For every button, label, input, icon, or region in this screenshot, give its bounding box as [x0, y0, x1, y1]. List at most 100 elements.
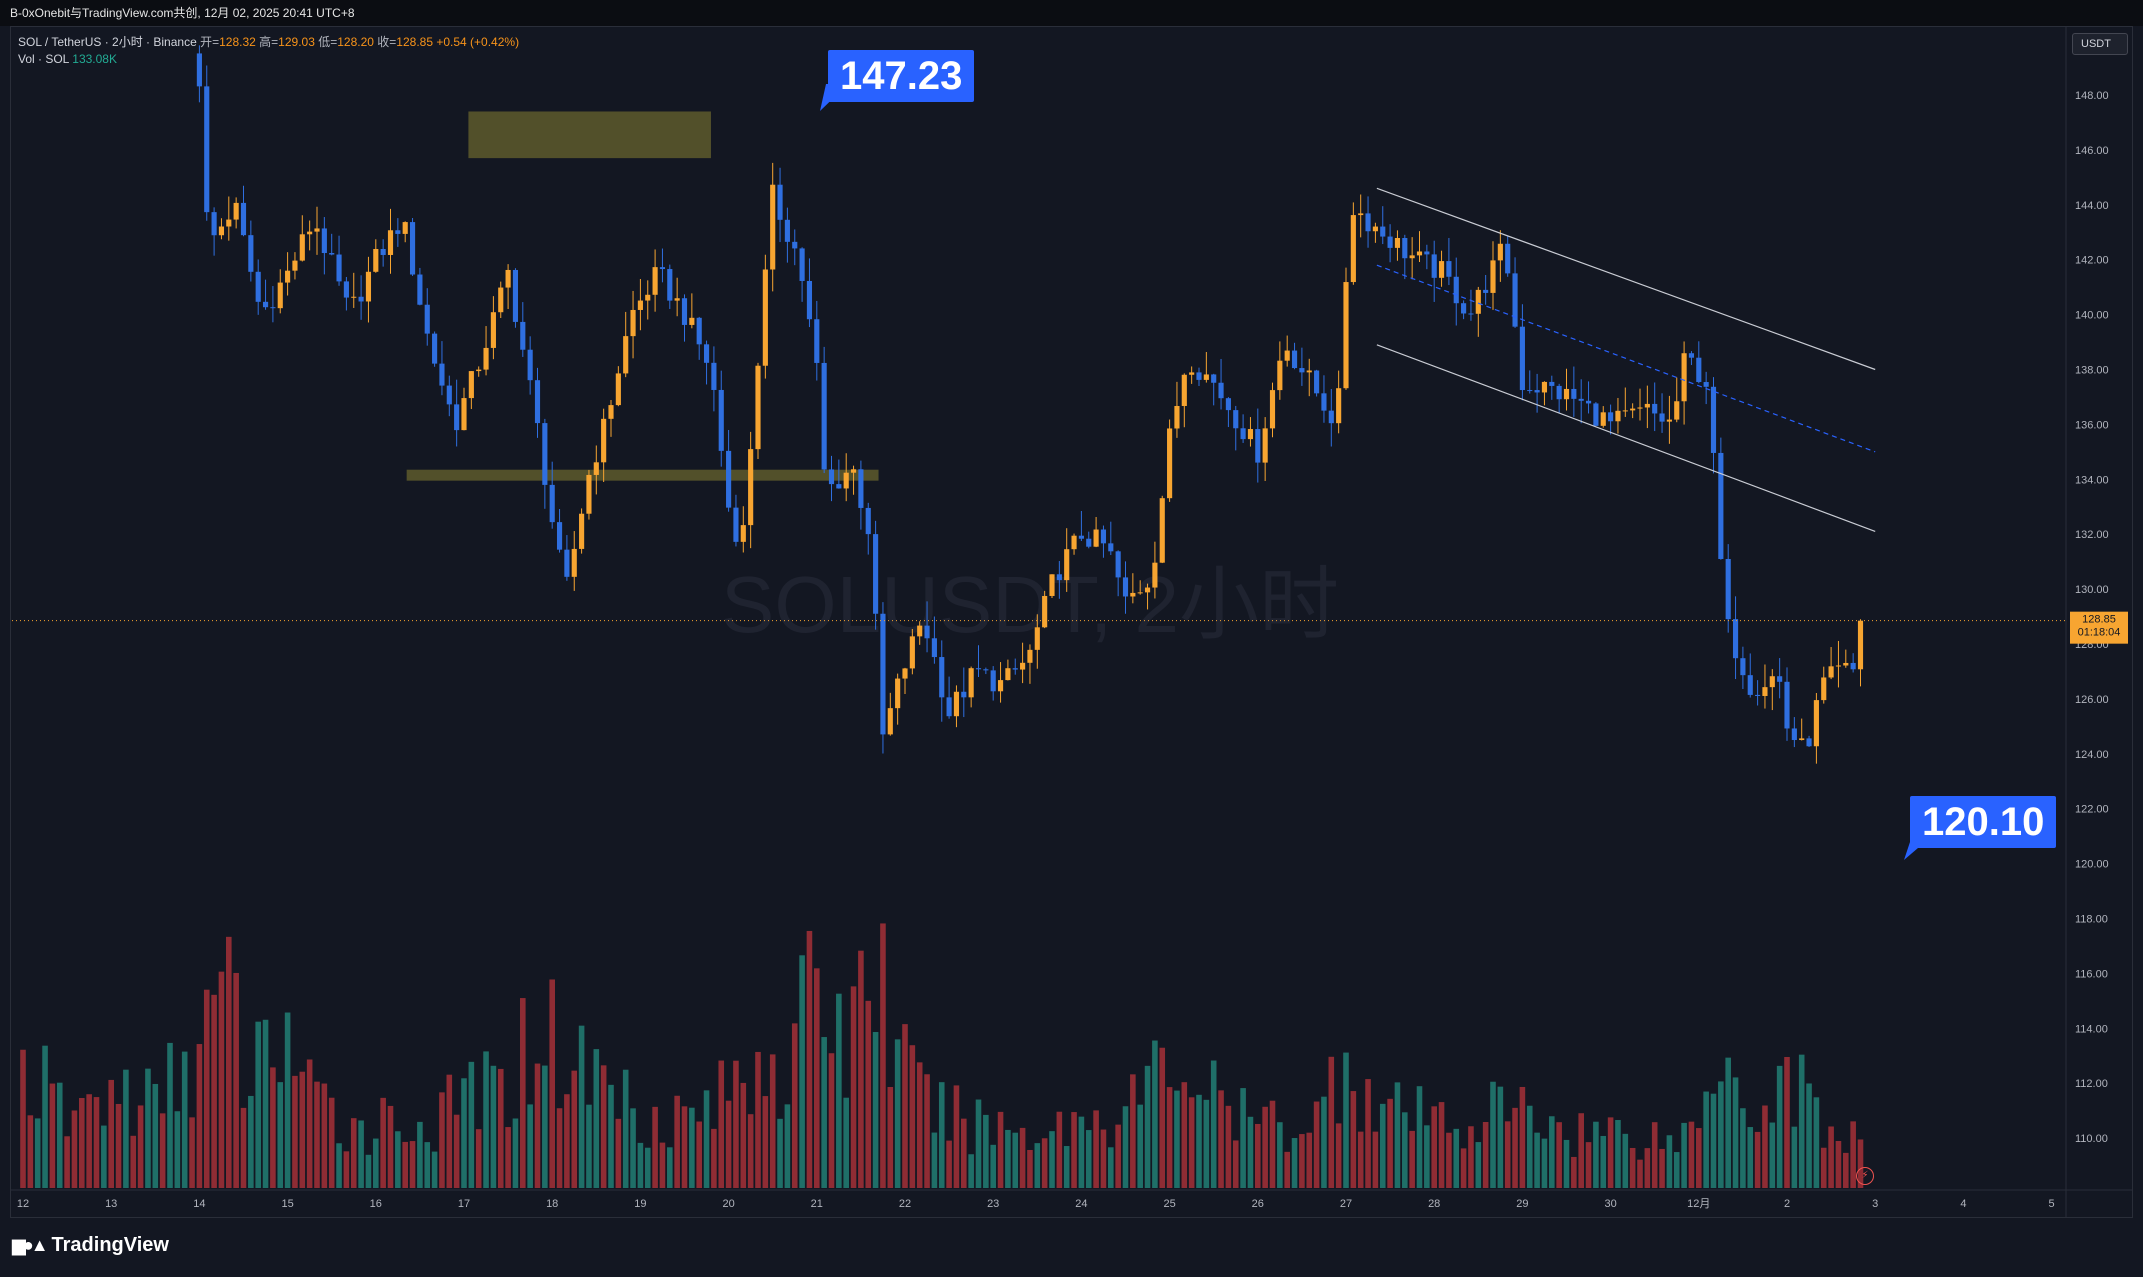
candle[interactable] [1850, 653, 1856, 673]
candle[interactable] [1328, 388, 1334, 447]
candle[interactable] [255, 259, 261, 315]
candle[interactable] [387, 208, 394, 274]
candle[interactable] [1556, 383, 1562, 414]
candle[interactable] [365, 256, 372, 323]
candle[interactable] [240, 185, 247, 237]
candle[interactable] [1336, 370, 1342, 434]
candle[interactable] [1203, 352, 1209, 383]
candle[interactable] [1835, 640, 1842, 688]
candle[interactable] [1438, 250, 1445, 287]
candle[interactable] [1108, 521, 1114, 556]
candle[interactable] [1299, 347, 1305, 386]
candle[interactable] [1034, 614, 1040, 669]
candle[interactable] [814, 300, 820, 381]
candle[interactable] [659, 248, 666, 283]
candle[interactable] [1534, 373, 1540, 413]
candle[interactable] [1189, 366, 1195, 384]
candle[interactable] [762, 254, 768, 379]
candle[interactable] [542, 418, 548, 509]
candle[interactable] [1740, 646, 1746, 690]
candle[interactable] [520, 302, 526, 357]
candle[interactable] [689, 293, 695, 329]
lightning-icon[interactable]: ⚡ [1856, 1167, 1874, 1185]
candle[interactable] [1402, 234, 1408, 280]
candle[interactable] [770, 162, 776, 292]
candle[interactable] [630, 290, 636, 359]
candle[interactable] [637, 279, 643, 331]
candle[interactable] [1218, 358, 1224, 410]
candle[interactable] [1122, 561, 1129, 614]
channel-line-0[interactable] [1376, 187, 1876, 371]
candle[interactable] [468, 370, 474, 410]
candle[interactable] [1857, 619, 1864, 687]
candle[interactable] [681, 294, 688, 342]
candle[interactable] [924, 601, 930, 653]
candle[interactable] [1710, 377, 1717, 474]
candle[interactable] [439, 341, 445, 396]
candle[interactable] [1622, 387, 1628, 417]
candle[interactable] [836, 459, 842, 489]
candle[interactable] [373, 239, 379, 273]
supply-zone-0[interactable] [468, 111, 711, 159]
supply-zone-1[interactable] [406, 469, 879, 481]
candle[interactable] [990, 666, 996, 701]
candle[interactable] [1233, 405, 1239, 451]
candle[interactable] [917, 621, 923, 645]
candle[interactable] [564, 535, 570, 581]
candle[interactable] [446, 375, 452, 417]
candle[interactable] [1446, 237, 1452, 286]
candle[interactable] [777, 167, 783, 243]
candle[interactable] [711, 346, 717, 412]
candle[interactable] [483, 326, 489, 376]
candle[interactable] [343, 276, 349, 311]
candle[interactable] [1431, 240, 1437, 302]
candle[interactable] [1541, 381, 1548, 406]
candle[interactable] [351, 272, 357, 308]
high-price-callout[interactable]: 147.23 [828, 50, 975, 102]
candle[interactable] [1674, 377, 1680, 423]
candle[interactable] [733, 494, 739, 547]
candle[interactable] [1461, 300, 1467, 320]
candle[interactable] [1652, 382, 1658, 432]
candle[interactable] [718, 370, 724, 467]
candle[interactable] [196, 45, 202, 103]
candle[interactable] [1005, 659, 1011, 681]
candle[interactable] [1255, 408, 1261, 483]
candle[interactable] [204, 65, 210, 221]
candle[interactable] [895, 673, 901, 725]
candle[interactable] [909, 628, 915, 675]
candle[interactable] [1630, 403, 1636, 419]
candle[interactable] [1394, 230, 1401, 261]
candle[interactable] [307, 220, 313, 251]
candle[interactable] [755, 362, 761, 460]
candle[interactable] [1483, 274, 1489, 305]
candle[interactable] [1777, 658, 1783, 699]
candle[interactable] [997, 662, 1004, 703]
candle[interactable] [490, 296, 496, 360]
candle[interactable] [1167, 419, 1173, 502]
candle[interactable] [674, 277, 680, 317]
candle[interactable] [887, 692, 893, 736]
candle[interactable] [1365, 196, 1371, 248]
candle[interactable] [329, 233, 335, 256]
symbol-title[interactable]: SOL / TetherUS · 2小时 · Binance [18, 35, 197, 49]
candle[interactable] [586, 469, 592, 520]
candle[interactable] [336, 235, 342, 286]
candle[interactable] [1696, 341, 1702, 384]
candle[interactable] [1615, 397, 1621, 434]
candle[interactable] [806, 258, 813, 328]
candle[interactable] [931, 616, 937, 664]
candle[interactable] [1512, 257, 1518, 328]
candle[interactable] [498, 281, 504, 318]
candle[interactable] [608, 400, 614, 437]
candle[interactable] [321, 217, 327, 275]
currency-button[interactable]: USDT [2072, 33, 2128, 55]
candle[interactable] [512, 268, 519, 328]
candle[interactable] [1784, 667, 1790, 741]
candle[interactable] [1813, 692, 1819, 764]
candle[interactable] [1130, 573, 1136, 604]
candle[interactable] [1843, 649, 1849, 668]
candle[interactable] [748, 431, 754, 549]
candle[interactable] [1497, 230, 1503, 282]
candle[interactable] [601, 408, 607, 483]
